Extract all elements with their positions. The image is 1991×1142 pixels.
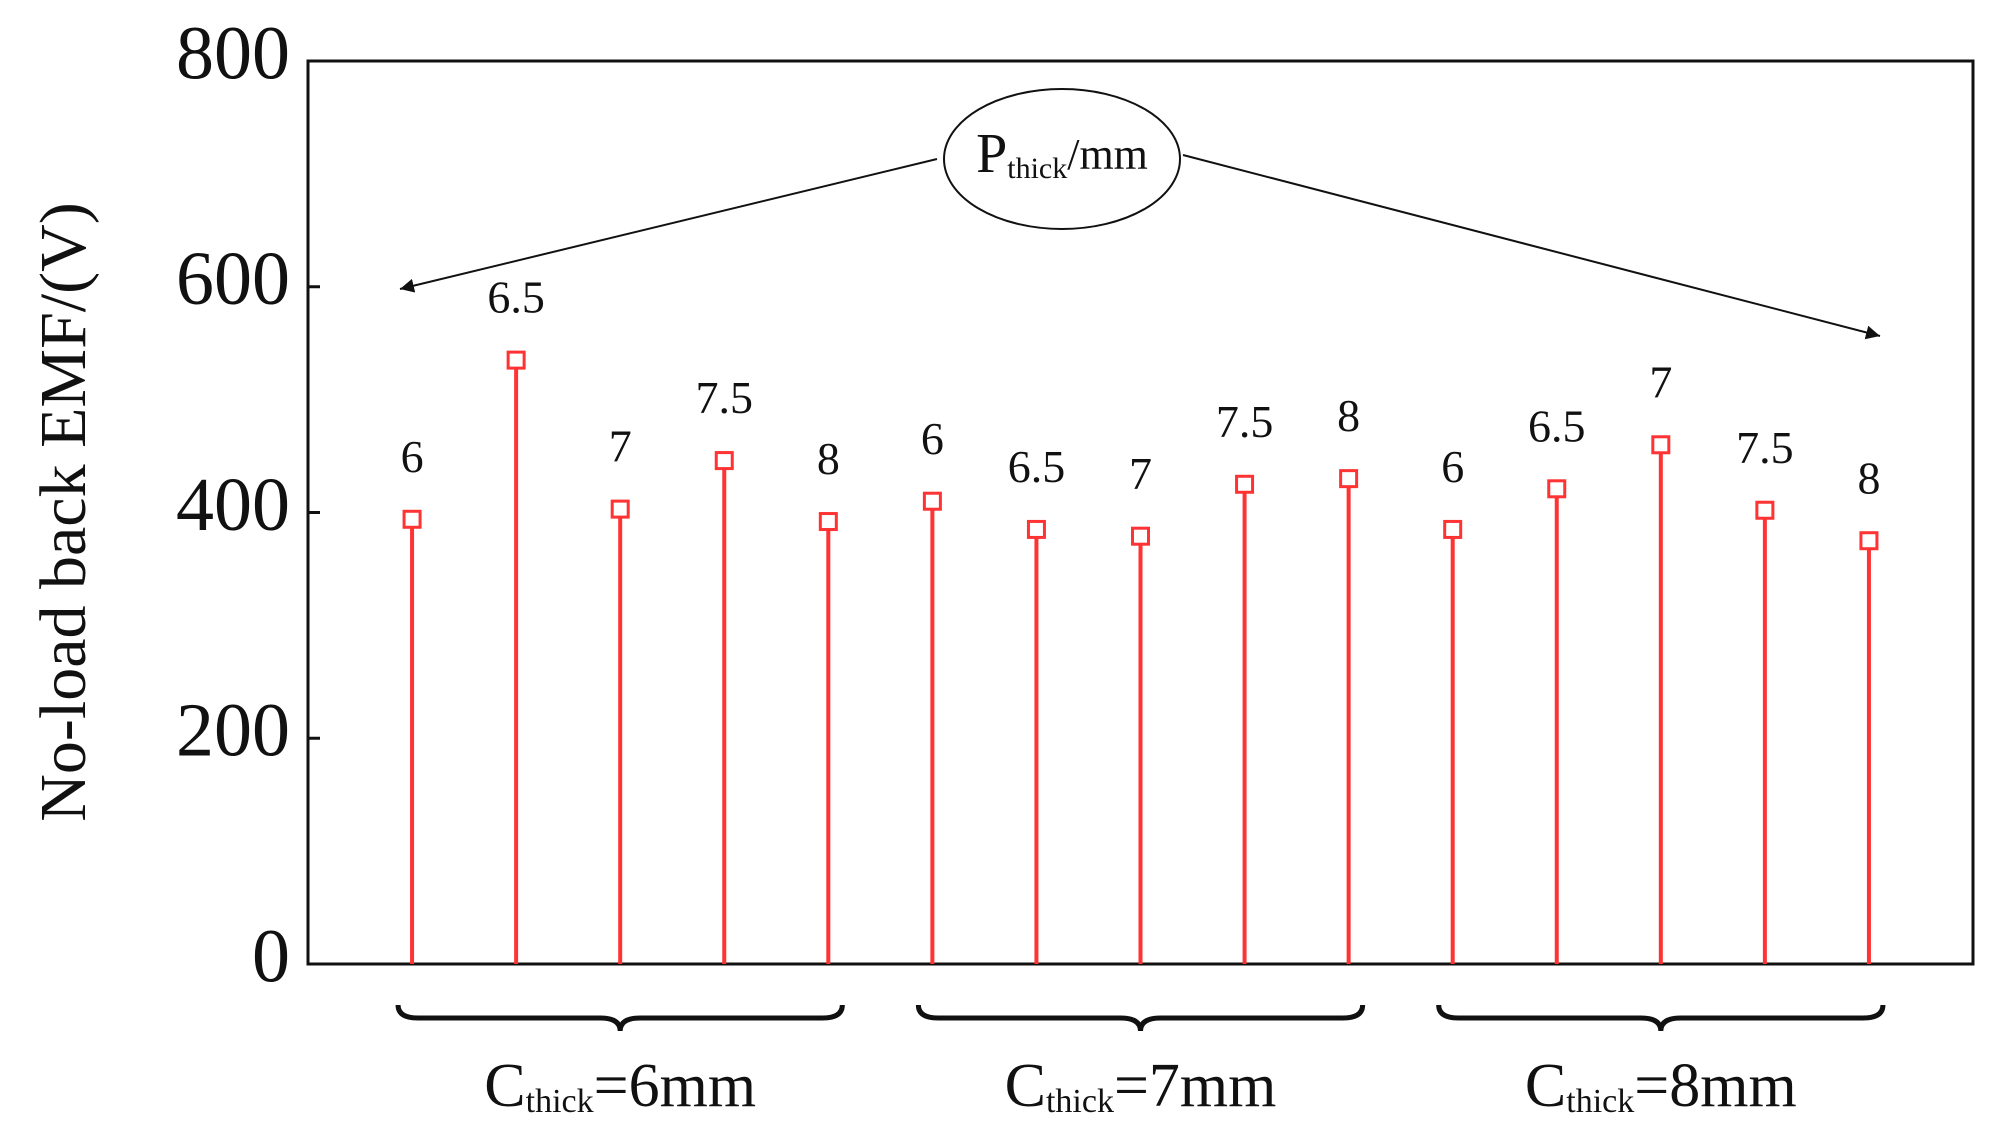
marker bbox=[1547, 479, 1567, 499]
marker bbox=[1235, 474, 1255, 494]
marker bbox=[402, 509, 422, 529]
marker bbox=[506, 350, 526, 370]
point-label: 6.5 bbox=[487, 272, 545, 323]
point-label: 7.5 bbox=[696, 372, 754, 423]
y-tick-label: 200 bbox=[176, 689, 290, 773]
marker bbox=[610, 499, 630, 519]
point-label: 7 bbox=[1649, 356, 1672, 407]
group-label-rest: =7mm bbox=[1114, 1052, 1276, 1120]
point-label: 6 bbox=[401, 431, 424, 482]
y-tick-label: 800 bbox=[176, 11, 290, 95]
group-label-sub: thick bbox=[526, 1083, 594, 1120]
y-tick-label: 0 bbox=[252, 914, 290, 998]
group-label-sub: thick bbox=[1046, 1083, 1114, 1120]
group-label-sub: thick bbox=[1566, 1083, 1634, 1120]
annotation: Pthick/mm bbox=[976, 123, 1148, 185]
group-label: Cthick=8mm bbox=[1525, 1052, 1797, 1120]
point-label: 6 bbox=[1441, 441, 1464, 492]
marker bbox=[1755, 500, 1775, 520]
point-label: 7.5 bbox=[1216, 396, 1274, 447]
point-label: 6 bbox=[921, 413, 944, 464]
group-label-main: C bbox=[1005, 1052, 1046, 1120]
marker bbox=[1443, 519, 1463, 539]
group-label: Cthick=6mm bbox=[484, 1052, 756, 1120]
point-label: 7.5 bbox=[1736, 422, 1794, 473]
point-label: 7 bbox=[609, 421, 632, 472]
group-label-main: C bbox=[484, 1052, 525, 1120]
annotation-ellipse bbox=[943, 88, 1181, 230]
group-label-rest: =8mm bbox=[1634, 1052, 1796, 1120]
marker bbox=[1651, 435, 1671, 455]
group-label: Cthick=7mm bbox=[1005, 1052, 1277, 1120]
group-brace bbox=[395, 1004, 845, 1032]
point-label: 8 bbox=[1337, 390, 1360, 441]
annotation-main: P bbox=[976, 123, 1007, 185]
arrow bbox=[399, 158, 938, 293]
group-brace bbox=[1436, 1004, 1886, 1032]
marker bbox=[714, 451, 734, 471]
marker bbox=[1026, 519, 1046, 539]
annotation-rest: /mm bbox=[1067, 130, 1148, 179]
group-label-main: C bbox=[1525, 1052, 1566, 1120]
point-label: 8 bbox=[817, 433, 840, 484]
point-label: 8 bbox=[1857, 452, 1880, 503]
marker bbox=[1131, 526, 1150, 546]
marker bbox=[818, 512, 838, 532]
point-label: 6.5 bbox=[1008, 441, 1066, 492]
y-tick-label: 600 bbox=[176, 237, 290, 321]
group-label-rest: =6mm bbox=[594, 1052, 756, 1120]
y-tick-label: 400 bbox=[176, 463, 290, 547]
marker bbox=[1859, 531, 1879, 551]
point-label: 6.5 bbox=[1528, 400, 1586, 451]
point-label: 7 bbox=[1129, 448, 1152, 499]
marker bbox=[922, 491, 942, 511]
marker bbox=[1339, 469, 1359, 489]
arrow bbox=[1182, 154, 1881, 340]
y-axis-label: No-load back EMF/(V) bbox=[27, 202, 100, 822]
group-brace bbox=[915, 1004, 1366, 1032]
annotation-sub: thick bbox=[1007, 152, 1067, 185]
